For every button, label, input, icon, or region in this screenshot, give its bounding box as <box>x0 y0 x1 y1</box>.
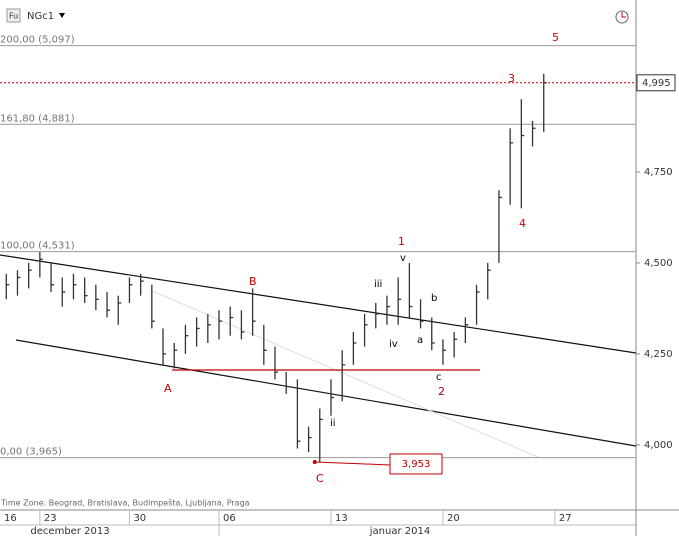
x-tick-label: 27 <box>559 513 572 524</box>
low-marker-dot <box>312 459 317 464</box>
last-price-box <box>636 74 676 92</box>
channel-lower <box>15 339 637 447</box>
wave-label: iv <box>389 339 398 350</box>
fib-label: 200,00 (5,097) <box>0 35 75 46</box>
wave-label: v <box>400 253 406 264</box>
y-tick-label: 4,000 <box>644 440 673 451</box>
x-tick-label: 20 <box>447 513 460 524</box>
x-tick-label: 23 <box>44 513 57 524</box>
symbol-icon[interactable] <box>6 8 21 23</box>
x-tick-label: 13 <box>335 513 348 524</box>
x-tick-label: 16 <box>4 513 17 524</box>
wave-label: iii <box>374 279 382 290</box>
symbol[interactable]: NGc1 <box>27 11 54 22</box>
last-price-label: 4,995 <box>642 78 671 89</box>
y-tick-label: 4,500 <box>644 258 673 269</box>
low-marker-line <box>314 461 391 466</box>
fib-label: 100,00 (4,531) <box>0 241 75 252</box>
fib-label: 161,80 (4,881) <box>0 113 75 124</box>
low-marker-box <box>389 453 443 475</box>
month-label: december 2013 <box>30 526 109 536</box>
wave-label: 4 <box>519 217 526 230</box>
timezone: Time Zone: Beograd, Bratislava, Budimpeš… <box>0 498 250 508</box>
month-label: januar 2014 <box>369 526 430 536</box>
fib-label: 0,00 (3,965) <box>0 447 62 458</box>
x-tick-label: 06 <box>223 513 236 524</box>
icon-text: Fu <box>9 12 18 21</box>
wave-label: 1 <box>398 235 405 248</box>
wave-label: C <box>316 472 324 485</box>
dropdown-arrow[interactable] <box>59 13 65 18</box>
clock-hands <box>621 12 626 18</box>
wave-label: a <box>417 335 423 346</box>
channel-upper <box>0 254 637 354</box>
wave-label: 2 <box>438 385 445 398</box>
y-tick-label: 4,750 <box>644 167 673 178</box>
wave-label: 5 <box>552 31 559 44</box>
low-marker-label: 3,953 <box>402 459 431 470</box>
y-tick-label: 4,250 <box>644 349 673 360</box>
wave-label: ii <box>330 418 336 429</box>
wave-label: B <box>249 275 257 288</box>
wave-label: c <box>436 372 442 383</box>
wave-label: A <box>164 382 172 395</box>
wave-label: 3 <box>508 72 515 85</box>
wave-label: b <box>431 293 437 304</box>
x-tick-label: 30 <box>133 513 146 524</box>
faint-trendline <box>149 289 541 459</box>
